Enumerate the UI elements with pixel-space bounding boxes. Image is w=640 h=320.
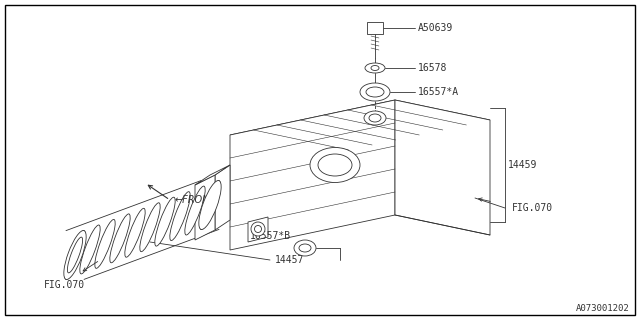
Ellipse shape [80, 225, 100, 274]
Ellipse shape [294, 240, 316, 256]
Text: 14457: 14457 [275, 255, 305, 265]
Text: 16557*A: 16557*A [418, 87, 459, 97]
Circle shape [251, 222, 265, 236]
Ellipse shape [310, 148, 360, 182]
FancyBboxPatch shape [367, 22, 383, 34]
Polygon shape [195, 165, 230, 185]
Ellipse shape [95, 220, 115, 268]
Polygon shape [195, 175, 215, 240]
Ellipse shape [170, 192, 190, 241]
Text: 16578: 16578 [418, 63, 447, 73]
Ellipse shape [125, 208, 145, 257]
Polygon shape [215, 165, 230, 230]
Polygon shape [395, 100, 490, 235]
Text: 14459: 14459 [508, 160, 538, 170]
Ellipse shape [200, 180, 220, 229]
Ellipse shape [140, 203, 160, 252]
Ellipse shape [360, 83, 390, 101]
Text: ←FRONT: ←FRONT [175, 195, 216, 205]
Ellipse shape [365, 63, 385, 73]
Polygon shape [230, 100, 490, 155]
Polygon shape [248, 217, 268, 242]
Text: FIG.070: FIG.070 [512, 203, 553, 213]
Ellipse shape [110, 214, 130, 263]
Ellipse shape [185, 186, 205, 235]
Polygon shape [230, 100, 395, 250]
Text: 16557*B: 16557*B [250, 231, 291, 241]
Ellipse shape [65, 230, 85, 279]
Ellipse shape [155, 197, 175, 246]
Text: A50639: A50639 [418, 23, 453, 33]
Text: A073001202: A073001202 [576, 304, 630, 313]
Text: FIG.070: FIG.070 [44, 280, 85, 290]
Ellipse shape [199, 180, 221, 229]
Ellipse shape [64, 230, 86, 279]
Ellipse shape [364, 111, 386, 125]
